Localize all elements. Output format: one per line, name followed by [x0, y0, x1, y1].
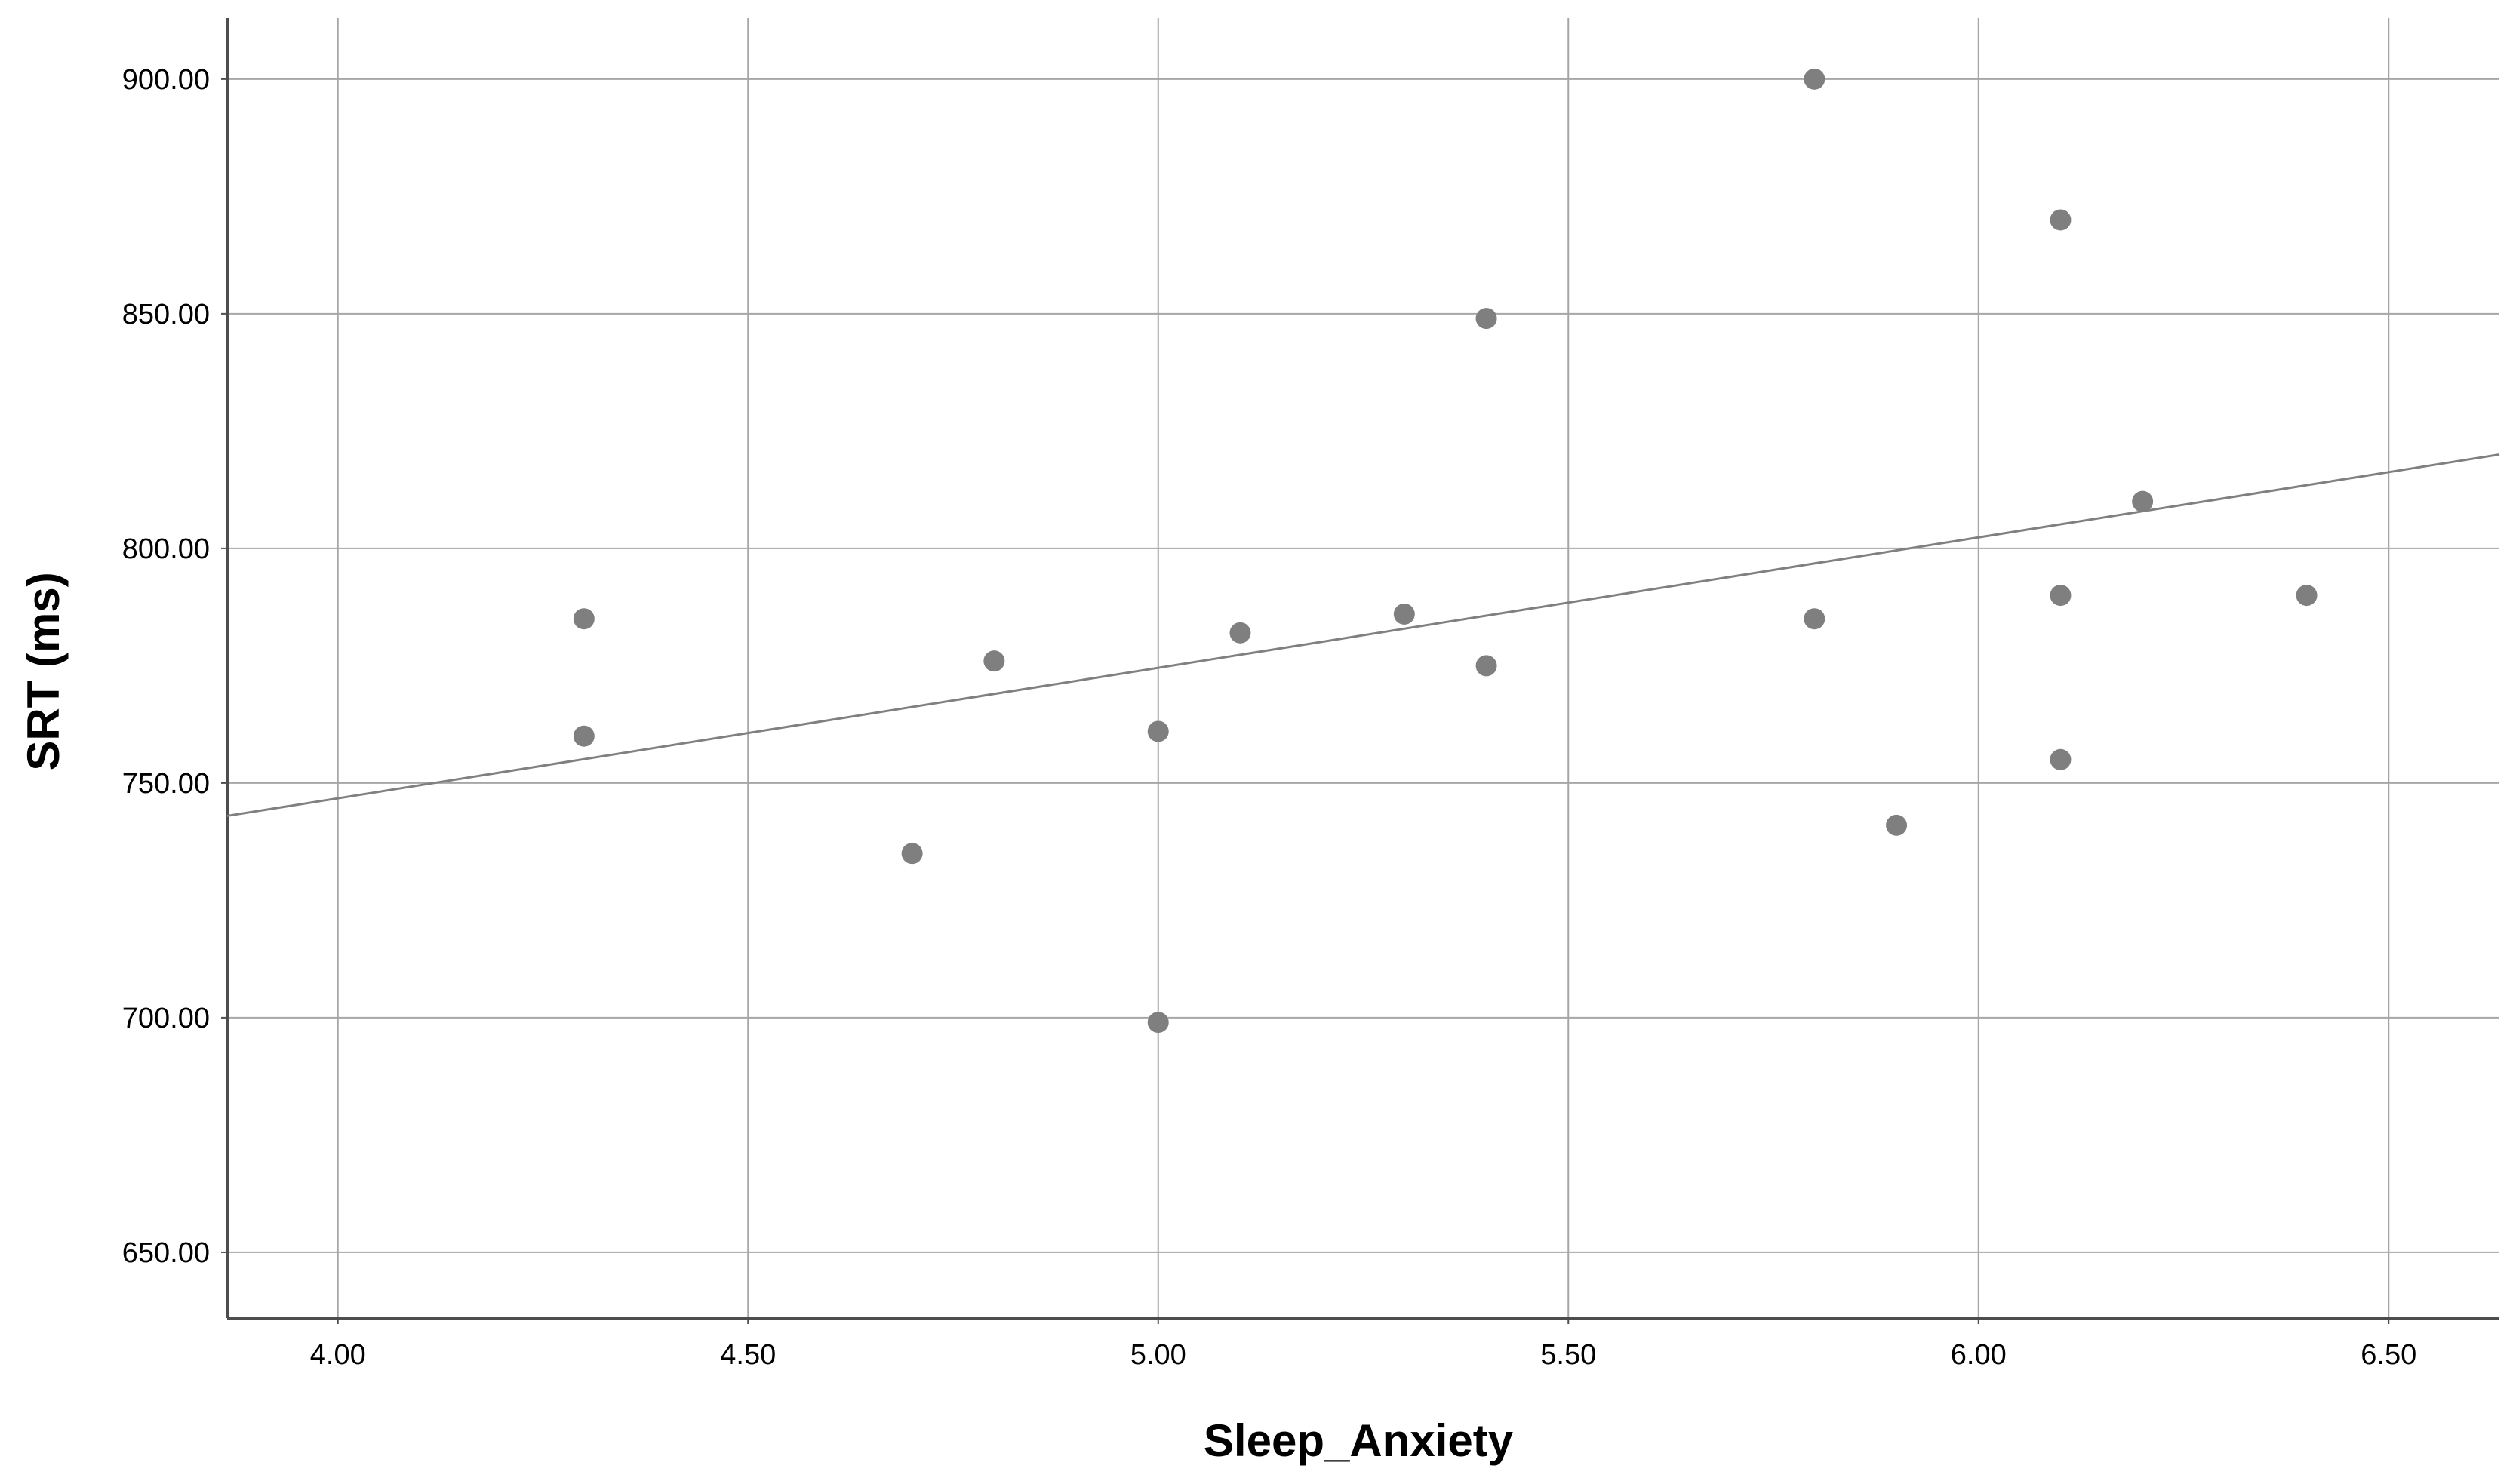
y-tick-label: 750.00	[122, 768, 210, 800]
data-point	[1229, 622, 1251, 644]
x-tick-label: 4.00	[310, 1339, 366, 1371]
data-point	[573, 608, 595, 630]
y-tick-label: 800.00	[122, 533, 210, 565]
data-point	[2296, 585, 2318, 607]
data-points	[573, 68, 2318, 1034]
data-point	[1886, 814, 1908, 836]
data-point	[2050, 748, 2072, 770]
x-tick-label: 5.50	[1540, 1339, 1596, 1371]
data-point	[1147, 720, 1169, 742]
grid-lines	[227, 18, 2499, 1318]
data-point	[1804, 608, 1825, 630]
data-point	[573, 725, 595, 747]
fit-line	[226, 453, 2500, 817]
x-tick-label: 6.00	[1951, 1339, 2007, 1371]
data-point	[1393, 603, 1415, 625]
data-point	[901, 843, 923, 865]
x-tick-label: 4.50	[720, 1339, 776, 1371]
data-point	[1475, 308, 1497, 330]
data-point	[1147, 1012, 1169, 1034]
y-tick-label: 850.00	[122, 299, 210, 330]
data-point	[2132, 490, 2154, 512]
data-point	[1475, 655, 1497, 677]
data-point	[1804, 68, 1825, 90]
fit-line-group	[226, 453, 2500, 817]
x-tick-label: 5.00	[1130, 1339, 1186, 1371]
data-point	[2050, 585, 2072, 607]
y-tick-label: 650.00	[122, 1237, 210, 1269]
y-tick-label: 900.00	[122, 64, 210, 96]
data-point	[2050, 209, 2072, 231]
data-point	[983, 650, 1005, 672]
x-tick-label: 6.50	[2361, 1339, 2416, 1371]
x-axis-title: Sleep_Anxiety	[1204, 1415, 1514, 1466]
tick-labels: 4.00 4.50 5.00 5.50 6.00 6.50 650.00 700.00 750.…	[122, 64, 2416, 1371]
y-axis-title: SRT (ms)	[18, 572, 69, 770]
axes	[221, 18, 2499, 1324]
y-tick-label: 700.00	[122, 1003, 210, 1034]
